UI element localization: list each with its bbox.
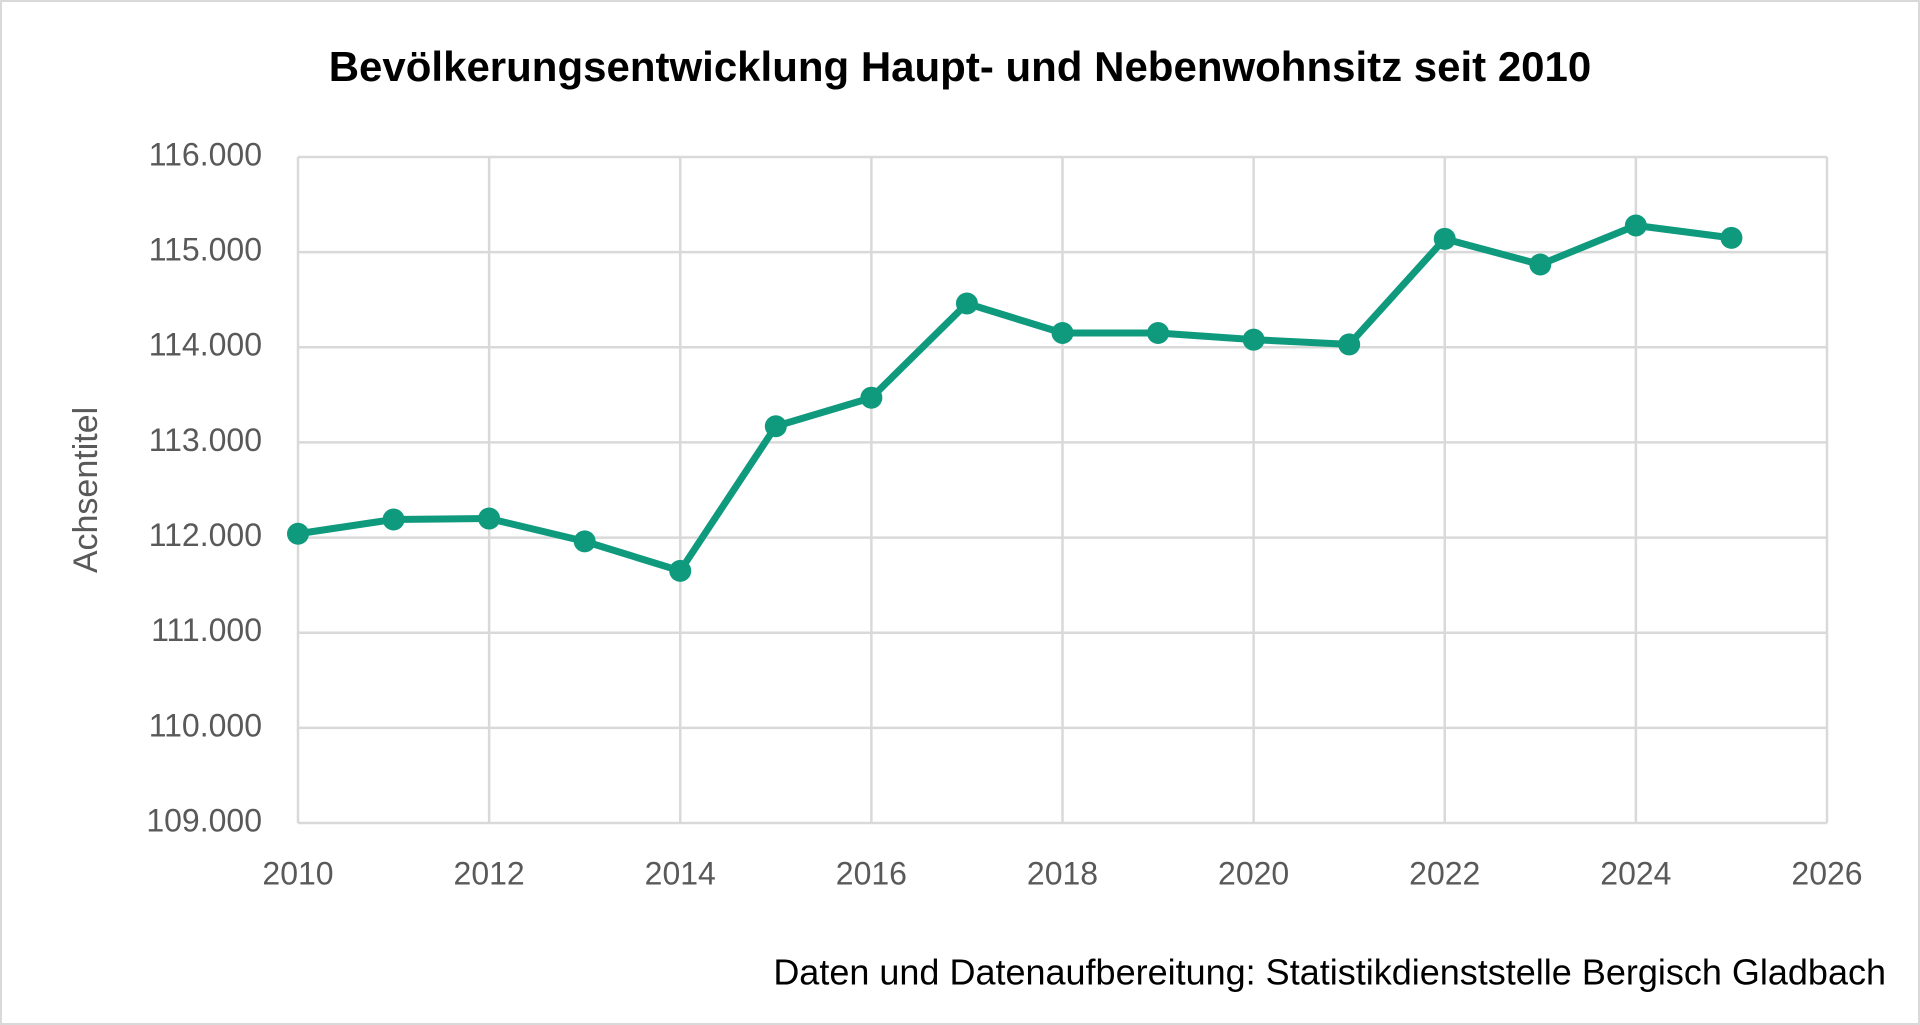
data-point [382, 508, 405, 531]
data-point [1147, 322, 1170, 345]
y-tick-label: 112.000 [149, 517, 262, 553]
x-tick-label: 2016 [836, 855, 907, 891]
data-point [1433, 227, 1456, 250]
x-tick-label: 2014 [645, 855, 716, 891]
data-point [573, 530, 596, 553]
x-tick-label: 2012 [454, 855, 525, 891]
y-tick-label: 113.000 [149, 422, 262, 458]
data-point [478, 507, 501, 530]
data-point [1529, 253, 1552, 276]
y-tick-label: 109.000 [146, 802, 262, 838]
data-line [297, 222, 1732, 575]
y-tick-label: 114.000 [149, 327, 262, 363]
y-axis-title: Achsentitel [67, 407, 105, 573]
x-tick-label: 2018 [1027, 855, 1098, 891]
y-tick-label: 110.000 [149, 707, 262, 743]
data-point [860, 386, 883, 409]
x-tick-label: 2020 [1218, 855, 1289, 891]
data-point [1624, 214, 1647, 237]
x-tick-label: 2024 [1600, 855, 1671, 891]
data-point [1242, 328, 1265, 351]
x-tick-label: 2026 [1791, 855, 1862, 891]
y-tick-label: 116.000 [149, 136, 262, 172]
y-tick-label: 115.000 [149, 232, 262, 268]
data-point [1338, 333, 1361, 356]
y-tick-label: 111.000 [151, 612, 262, 648]
x-tick-label: 2010 [262, 855, 333, 891]
x-tick-label: 2022 [1409, 855, 1480, 891]
data-point [764, 415, 787, 438]
data-point [955, 292, 978, 315]
data-point [1720, 226, 1743, 249]
data-point [669, 559, 692, 582]
source-note: Daten und Datenaufbereitung: Statistikdi… [773, 952, 1886, 993]
chart-title: Bevölkerungsentwicklung Haupt- und Neben… [329, 43, 1592, 90]
data-point [287, 522, 309, 545]
data-point [1051, 322, 1074, 345]
